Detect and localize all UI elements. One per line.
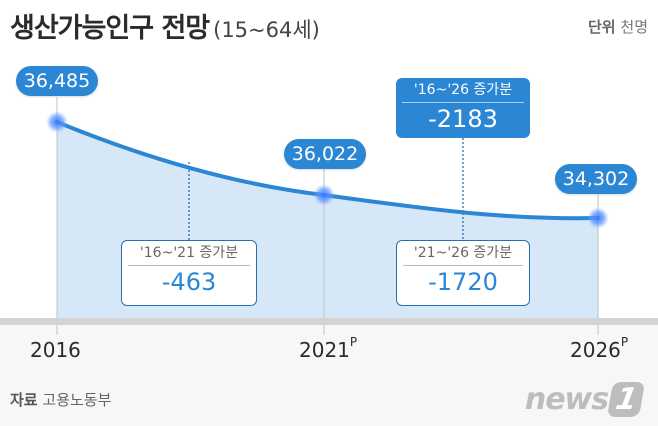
unit-label: 단위 천명 <box>588 16 648 37</box>
divider <box>402 102 524 103</box>
x-tick-2021: 2021P <box>299 335 358 362</box>
point-2026 <box>587 207 609 229</box>
title-subtitle: (15~64세) <box>213 18 320 42</box>
change-box-first-label: '16~'21 증가분 <box>139 245 239 261</box>
change-box-first-value: -463 <box>161 268 217 296</box>
title-text: 생산가능인구 전망 <box>10 13 210 44</box>
x-tick-2016-text: 2016 <box>30 338 81 362</box>
lower-background <box>0 325 658 426</box>
x-tick-2026-suffix: P <box>620 335 629 349</box>
point-2016 <box>46 111 68 133</box>
point-2021 <box>313 184 335 206</box>
x-tick-2026: 2026P <box>570 335 629 362</box>
value-label-2026: 34,302 <box>555 164 637 194</box>
change-box-total-label: '16~'26 증가분 <box>413 82 513 98</box>
change-box-second-value: -1720 <box>428 268 498 296</box>
change-box-second-label: '21~'26 증가분 <box>413 245 513 261</box>
change-box-second: '21~'26 증가분 -1720 <box>396 240 530 306</box>
change-box-total-value: -2183 <box>428 105 498 133</box>
unit-label-value: 천명 <box>620 18 648 36</box>
source-note: 자료 고용노동부 <box>10 389 111 410</box>
value-label-2016: 36,485 <box>16 66 98 96</box>
divider <box>403 265 523 266</box>
x-tick-2026-text: 2026 <box>570 338 621 362</box>
x-tick-2016: 2016 <box>30 338 81 362</box>
x-tick-2021-suffix: P <box>349 335 358 349</box>
divider <box>128 265 250 266</box>
source-value: 고용노동부 <box>42 391 112 409</box>
baseline-band <box>0 318 658 325</box>
source-label: 자료 <box>10 391 38 409</box>
x-tick-2021-text: 2021 <box>299 338 350 362</box>
news1-logo: news 1 <box>524 382 646 417</box>
unit-label-key: 단위 <box>588 18 616 36</box>
logo-text: news <box>524 382 609 417</box>
value-label-2021: 36,022 <box>284 139 366 169</box>
change-box-total: '16~'26 증가분 -2183 <box>396 78 530 138</box>
page-title: 생산가능인구 전망 (15~64세) <box>10 6 320 45</box>
change-box-first: '16~'21 증가분 -463 <box>121 240 257 306</box>
logo-number: 1 <box>607 382 646 417</box>
